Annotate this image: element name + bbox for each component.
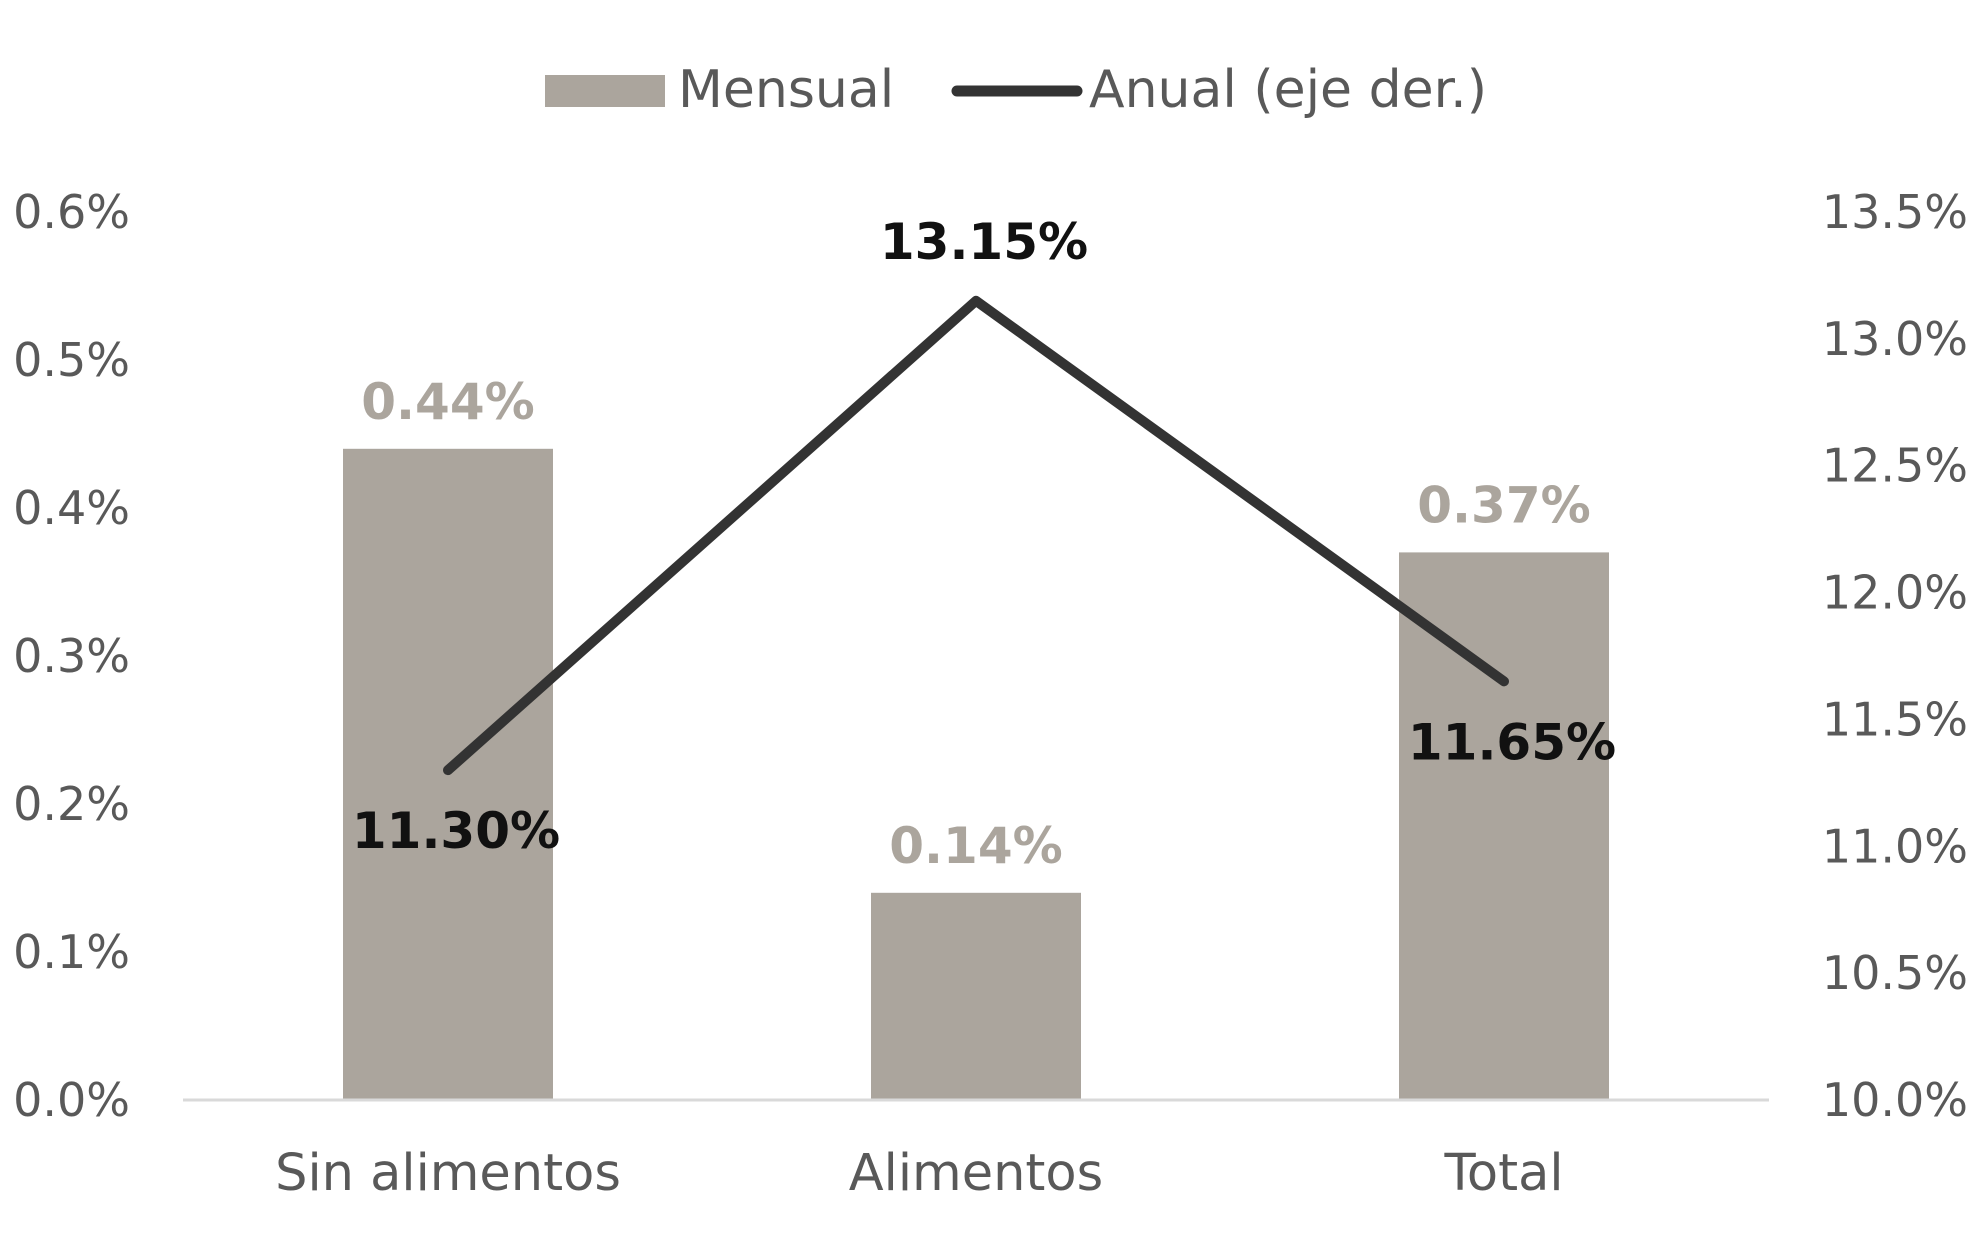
left-axis-tick-label: 0.4% <box>13 481 130 535</box>
legend-swatch-mensual <box>545 75 665 107</box>
right-axis-tick-label: 10.5% <box>1822 946 1968 1000</box>
legend: Mensual Anual (eje der.) <box>545 60 1487 120</box>
left-axis-tick-label: 0.6% <box>13 185 130 239</box>
bar-mensual <box>871 892 1081 1100</box>
left-axis-tick-label: 0.2% <box>13 777 130 831</box>
bar-data-label: 0.44% <box>361 373 534 431</box>
right-axis-tick-label: 12.0% <box>1822 566 1968 620</box>
right-axis: 10.0% 10.5% 11.0% 11.5% 12.0% 12.5% 13.0% 13.5% <box>1822 185 1968 1127</box>
line-data-labels: 11.30% 13.15% 11.65% <box>352 213 1616 860</box>
right-axis-tick-label: 13.0% <box>1822 312 1968 366</box>
line-data-label: 11.30% <box>352 802 560 860</box>
x-axis-category-label: Alimentos <box>849 1144 1103 1203</box>
right-axis-tick-label: 11.0% <box>1822 819 1968 873</box>
right-axis-tick-label: 13.5% <box>1822 185 1968 239</box>
left-axis-tick-label: 0.5% <box>13 333 130 387</box>
right-axis-tick-label: 12.5% <box>1822 439 1968 493</box>
bar-mensual <box>1399 552 1609 1100</box>
right-axis-tick-label: 11.5% <box>1822 692 1968 746</box>
bar-series-mensual <box>343 448 1609 1100</box>
left-axis-tick-label: 0.1% <box>13 925 130 979</box>
bar-data-label: 0.37% <box>1417 476 1590 534</box>
bar-data-label: 0.14% <box>889 817 1062 875</box>
left-axis: 0.0% 0.1% 0.2% 0.3% 0.4% 0.5% 0.6% <box>13 185 130 1127</box>
left-axis-tick-label: 0.3% <box>13 629 130 683</box>
line-series-anual <box>443 295 1509 776</box>
line-data-label: 13.15% <box>880 213 1088 271</box>
x-axis-category-label: Sin alimentos <box>275 1144 621 1203</box>
legend-label-anual: Anual (eje der.) <box>1089 60 1487 120</box>
line-anual <box>443 295 1509 776</box>
x-axis: Sin alimentos Alimentos Total <box>275 1144 1563 1203</box>
legend-label-mensual: Mensual <box>678 60 894 120</box>
line-data-label: 11.65% <box>1408 713 1616 771</box>
right-axis-tick-label: 10.0% <box>1822 1073 1968 1127</box>
bar-data-labels: 0.44% 0.14% 0.37% <box>361 373 1590 875</box>
left-axis-tick-label: 0.0% <box>13 1073 130 1127</box>
x-axis-category-label: Total <box>1443 1144 1563 1203</box>
